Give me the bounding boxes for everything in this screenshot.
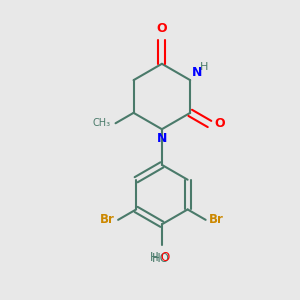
Text: O: O xyxy=(157,22,167,35)
Text: H: H xyxy=(200,62,208,72)
Text: N: N xyxy=(157,132,167,145)
Text: HO: HO xyxy=(152,252,169,265)
Text: O: O xyxy=(160,251,170,264)
Text: CH₃: CH₃ xyxy=(93,118,111,128)
Text: O: O xyxy=(215,118,226,130)
Text: Br: Br xyxy=(209,213,224,226)
Text: H: H xyxy=(150,251,159,264)
Text: N: N xyxy=(192,66,202,79)
Text: Br: Br xyxy=(100,213,115,226)
